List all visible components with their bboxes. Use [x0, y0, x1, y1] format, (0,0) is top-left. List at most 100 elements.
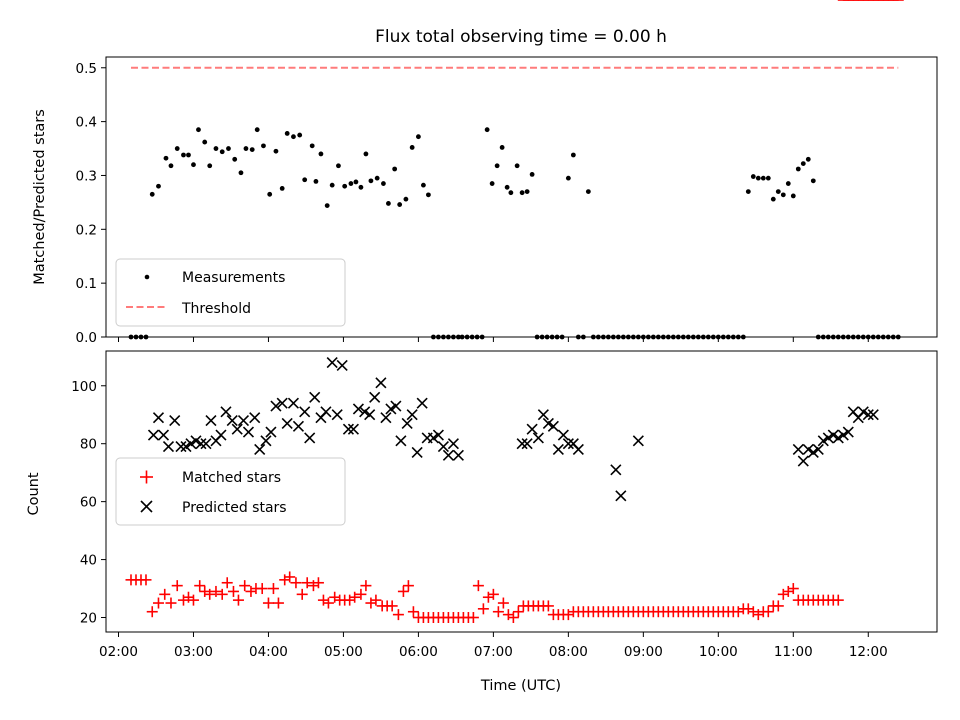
predicted-stars-point: [152, 412, 165, 424]
matched-stars-point: [227, 585, 239, 597]
x-tick-label: 08:00: [549, 644, 588, 660]
matched-stars-point: [272, 597, 284, 609]
matched-stars-point: [296, 588, 308, 600]
predicted-stars-point: [205, 414, 217, 427]
matched-stars-point: [407, 606, 419, 618]
predicted-stars-point: [226, 414, 238, 427]
predicted-stars-point: [299, 406, 311, 418]
predicted-stars-point: [185, 438, 197, 450]
measurement-point: [329, 182, 335, 188]
x-tick-label: 09:00: [624, 644, 663, 660]
predicted-stars-point: [572, 443, 584, 456]
measurement-point: [302, 177, 308, 183]
x-tick-label: 05:00: [324, 644, 363, 660]
measurement-point: [226, 146, 231, 151]
predicted-stars-point: [532, 432, 544, 444]
predicted-stars-point: [342, 423, 354, 435]
predicted-stars-point: [326, 357, 338, 369]
measurement-point: [745, 189, 751, 195]
matched-stars-point: [301, 577, 313, 589]
matched-stars-point: [472, 580, 484, 592]
matched-stars-point: [397, 585, 409, 597]
counts-y-axis-label: Count: [26, 472, 42, 515]
matched-stars-point: [322, 597, 334, 609]
predicted-stars-point: [452, 449, 464, 461]
predicted-stars-point: [442, 449, 454, 461]
x-tick-label: 11:00: [774, 644, 813, 660]
measurement-point: [570, 152, 576, 158]
measurement-point: [790, 193, 796, 199]
predicted-stars-point: [304, 432, 316, 444]
matched-stars-point: [762, 606, 774, 618]
matched-stars-point: [165, 597, 177, 609]
measurement-point: [775, 189, 781, 195]
counts-marks: [125, 0, 904, 624]
matched-stars-point: [386, 600, 398, 612]
measurement-point: [358, 184, 364, 190]
measurement-point: [494, 163, 500, 169]
measurement-point: [755, 175, 761, 181]
predicted-stars-point: [557, 429, 569, 441]
measurement-point: [181, 152, 186, 158]
measurement-point: [386, 201, 391, 206]
measurement-point: [207, 163, 213, 169]
predicted-stars-point: [632, 435, 644, 447]
counts-legend: Matched stars Predicted stars: [115, 457, 346, 526]
y-tick-label: 80: [80, 437, 97, 453]
measurement-point: [168, 163, 174, 169]
predicted-stars-point: [347, 423, 359, 435]
measurement-point: [342, 183, 348, 189]
matched-stars-point: [497, 597, 509, 609]
matched-stars-point: [772, 600, 784, 612]
measurement-point: [514, 163, 520, 169]
predicted-stars-point: [292, 420, 305, 432]
predicted-stars-point: [807, 446, 819, 458]
measurement-point: [163, 155, 169, 161]
measurement-point: [780, 192, 786, 198]
y-tick-label: 60: [80, 495, 97, 511]
measurement-point: [284, 131, 290, 136]
predicted-stars-point: [406, 409, 418, 421]
measurement-point: [499, 145, 505, 150]
matched-stars-point: [239, 580, 251, 592]
matched-stars-point: [512, 606, 524, 618]
measurement-point: [585, 189, 591, 195]
matched-stars-point: [171, 580, 183, 592]
predicted-stars-point: [427, 432, 439, 444]
measurement-point: [279, 185, 285, 191]
predicted-stars-point: [352, 403, 364, 415]
predicted-stars-point: [276, 397, 288, 409]
predicted-stars-point: [526, 423, 538, 435]
measurement-point: [353, 179, 359, 185]
matched-stars-point: [256, 583, 268, 595]
predicted-stars-point: [380, 412, 392, 424]
measurement-point: [238, 170, 244, 176]
measurement-point: [770, 196, 776, 202]
measurement-point: [196, 127, 201, 133]
measurement-point: [785, 181, 791, 186]
measurement-point: [324, 203, 330, 209]
measurement-point: [760, 175, 766, 181]
predicted-stars-point: [547, 420, 559, 432]
measurement-point: [261, 143, 266, 149]
counts-x-axis: 02:00 03:00 04:00 05:00 06:00 07:00 08:00 09:00…: [99, 632, 888, 660]
ratio-y-axis-label: Matched/Predicted stars: [32, 109, 48, 285]
predicted-stars-point: [287, 397, 300, 409]
predicted-stars-point: [842, 426, 854, 438]
predicted-stars-point: [867, 409, 879, 421]
predicted-stars-point: [260, 435, 272, 447]
matched-stars-point: [832, 594, 844, 606]
predicted-stars-point: [395, 435, 407, 447]
matched-stars-point: [392, 609, 404, 621]
matched-stars-point: [216, 588, 228, 600]
predicted-stars-point: [359, 406, 371, 418]
y-tick-label: 0.2: [76, 222, 97, 238]
legend-matched-marker: [140, 470, 153, 484]
predicted-stars-point: [385, 403, 397, 415]
predicted-stars-point: [364, 409, 376, 421]
matched-stars-point: [140, 574, 152, 586]
matched-stars-point: [487, 588, 499, 600]
predicted-stars-point: [200, 438, 212, 450]
predicted-stars-point: [797, 455, 809, 467]
